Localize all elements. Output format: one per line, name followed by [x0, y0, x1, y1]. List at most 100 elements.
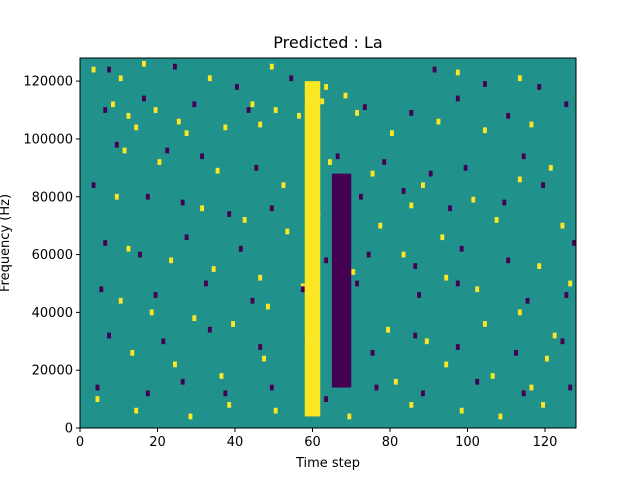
heatmap-cell-low — [107, 66, 112, 73]
heatmap-cell-low — [204, 280, 208, 287]
heatmap-cell-high — [390, 130, 394, 137]
heatmap-background — [80, 58, 576, 428]
heatmap-cell-high — [169, 257, 174, 264]
heatmap-cell-high — [517, 75, 522, 82]
heatmap-cell-high — [207, 75, 212, 82]
heatmap-cell-high — [494, 216, 499, 223]
x-tick-label: 0 — [76, 435, 84, 450]
heatmap-cell-high — [111, 101, 115, 108]
heatmap-band-high — [304, 81, 321, 417]
y-tick-label: 80000 — [32, 190, 73, 205]
heatmap-cell-high — [436, 118, 441, 125]
heatmap-cell-low — [506, 257, 511, 264]
heatmap-cell-low — [335, 153, 340, 160]
heatmap-cell-high — [483, 321, 487, 327]
heatmap-cell-high — [490, 373, 495, 379]
heatmap-cell-high — [258, 274, 263, 281]
heatmap-cell-low — [153, 292, 158, 298]
heatmap-cell-low — [142, 95, 146, 102]
heatmap-cell-low — [521, 153, 526, 160]
heatmap-cell-high — [471, 196, 476, 203]
x-tick-label: 120 — [533, 435, 558, 450]
heatmap-cell-high — [114, 193, 119, 200]
heatmap-cell-low — [463, 164, 468, 171]
heatmap-cell-low — [145, 390, 150, 397]
heatmap-cell-high — [386, 326, 391, 333]
heatmap-cell-low — [254, 164, 259, 171]
y-tick-label: 40000 — [32, 306, 73, 321]
heatmap-cell-low — [250, 297, 255, 304]
heatmap-cell-high — [548, 164, 553, 171]
heatmap-cell-high — [483, 127, 487, 134]
heatmap-cell-low — [269, 384, 274, 391]
heatmap-cell-low — [409, 110, 414, 116]
heatmap-cell-low — [165, 147, 170, 154]
heatmap-cell-high — [444, 361, 449, 368]
heatmap-cell-low — [91, 182, 96, 189]
heatmap-cell-low — [541, 182, 546, 189]
heatmap-cell-high — [219, 373, 224, 379]
heatmap-cell-low — [180, 199, 185, 206]
heatmap-cell-high — [444, 274, 449, 281]
heatmap-cell-high — [347, 413, 352, 420]
heatmap-cell-high — [529, 384, 534, 391]
heatmap-cell-high — [157, 159, 162, 165]
heatmap-cell-high — [130, 349, 135, 356]
heatmap-cell-low — [258, 344, 263, 350]
heatmap-cell-low — [114, 141, 119, 148]
heatmap-cell-high — [378, 222, 383, 229]
heatmap-cell-high — [459, 407, 464, 414]
heatmap-cell-low — [370, 349, 375, 356]
heatmap-cell-low — [355, 280, 360, 287]
heatmap-cell-high — [537, 263, 542, 270]
heatmap-cell-high — [215, 167, 220, 174]
heatmap-cell-high — [262, 355, 267, 362]
heatmap-cell-high — [424, 338, 429, 345]
heatmap-cell-high — [320, 98, 325, 105]
heatmap-cell-low — [502, 199, 507, 206]
heatmap-cell-low — [459, 245, 464, 252]
heatmap-cell-low — [421, 390, 425, 397]
heatmap-cell-low — [475, 378, 480, 385]
heatmap-cell-high — [351, 269, 356, 275]
heatmap-cell-low — [161, 338, 166, 345]
y-tick-label: 60000 — [32, 248, 73, 263]
heatmap-cell-high — [324, 84, 329, 90]
heatmap-cell-low — [362, 104, 367, 111]
heatmap-cell-low — [506, 112, 511, 119]
heatmap-cell-high — [227, 401, 232, 408]
heatmap-cell-low — [432, 66, 437, 73]
heatmap-cell-low — [227, 211, 232, 217]
heatmap-cell-low — [138, 251, 143, 258]
heatmap-cell-high — [149, 309, 154, 316]
y-axis: 0 20000 40000 60000 80000 100000 120000 — [23, 75, 80, 437]
heatmap-cell-high — [142, 60, 146, 67]
heatmap-cell-high — [269, 63, 274, 70]
x-tick-label: 80 — [382, 435, 399, 450]
heatmap-cell-low — [103, 107, 108, 113]
heatmap-cell-low — [366, 251, 371, 258]
heatmap-cell-high — [118, 75, 123, 82]
heatmap-cell-low — [455, 344, 460, 350]
heatmap-cell-high — [242, 216, 247, 223]
x-tick-label: 100 — [455, 435, 480, 450]
heatmap-cell-high — [401, 251, 406, 258]
heatmap-cell-low — [448, 205, 453, 212]
heatmap-cell-high — [250, 101, 255, 108]
heatmap-cell-high — [285, 228, 290, 235]
x-tick-label: 40 — [227, 435, 244, 450]
plot-frame — [79, 57, 577, 429]
y-axis-label: Frequency (Hz) — [0, 194, 13, 292]
heatmap-cell-low — [289, 75, 294, 82]
y-tick-label: 100000 — [23, 132, 73, 147]
heatmap-cell-low — [537, 84, 542, 90]
heatmap-cell-high — [517, 176, 522, 183]
heatmap-cell-high — [126, 112, 131, 119]
heatmap-cell-high — [370, 170, 375, 177]
chart-title: Predicted : La — [273, 33, 382, 52]
x-tick-label: 60 — [304, 435, 321, 450]
heatmap-cell-high — [200, 205, 205, 212]
heatmap-cell-low — [184, 234, 189, 241]
heatmap-cell-high — [393, 378, 398, 385]
heatmap-cell-high — [273, 107, 278, 113]
